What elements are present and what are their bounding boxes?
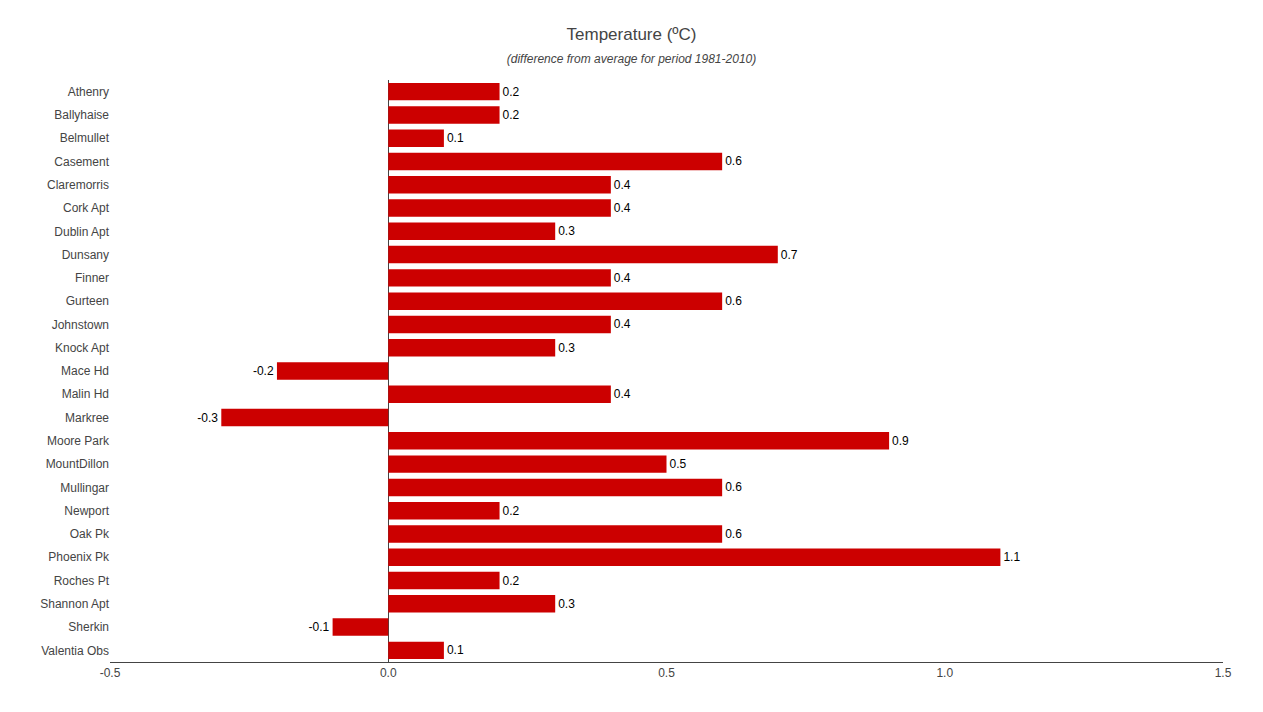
svg-text:0.6: 0.6 — [725, 154, 742, 168]
svg-text:0.3: 0.3 — [558, 224, 575, 238]
svg-text:0.4: 0.4 — [614, 271, 631, 285]
svg-text:0.1: 0.1 — [447, 643, 464, 657]
svg-text:-0.1: -0.1 — [309, 620, 330, 634]
svg-text:0.9: 0.9 — [892, 434, 909, 448]
svg-text:0.6: 0.6 — [725, 480, 742, 494]
svg-text:Mullingar: Mullingar — [60, 481, 109, 495]
svg-text:Sherkin: Sherkin — [68, 620, 109, 634]
svg-text:0.2: 0.2 — [503, 108, 520, 122]
svg-text:0.4: 0.4 — [614, 317, 631, 331]
svg-text:Malin Hd: Malin Hd — [62, 387, 109, 401]
svg-text:MountDillon: MountDillon — [46, 457, 109, 471]
svg-text:-0.3: -0.3 — [197, 411, 218, 425]
svg-text:Dunsany: Dunsany — [62, 248, 109, 262]
svg-text:Casement: Casement — [54, 155, 109, 169]
svg-text:1.1: 1.1 — [1003, 550, 1020, 564]
svg-text:Athenry: Athenry — [68, 85, 109, 99]
svg-text:Temperature (ºC): Temperature (ºC) — [567, 25, 697, 44]
svg-text:Roches Pt: Roches Pt — [54, 574, 110, 588]
svg-text:Johnstown: Johnstown — [52, 318, 109, 332]
svg-text:0.2: 0.2 — [503, 85, 520, 99]
svg-text:Gurteen: Gurteen — [66, 294, 109, 308]
svg-text:0.4: 0.4 — [614, 387, 631, 401]
svg-text:Knock Apt: Knock Apt — [55, 341, 110, 355]
svg-text:0.3: 0.3 — [558, 597, 575, 611]
svg-text:Newport: Newport — [64, 504, 109, 518]
svg-text:Oak Pk: Oak Pk — [70, 527, 110, 541]
svg-text:(difference from average for p: (difference from average for period 1981… — [507, 52, 756, 66]
svg-text:0.0: 0.0 — [380, 666, 397, 680]
svg-text:0.3: 0.3 — [558, 341, 575, 355]
svg-text:Belmullet: Belmullet — [60, 131, 110, 145]
svg-text:Dublin Apt: Dublin Apt — [54, 225, 109, 239]
svg-text:1.0: 1.0 — [936, 666, 953, 680]
svg-text:0.1: 0.1 — [447, 131, 464, 145]
svg-text:Markree: Markree — [65, 411, 109, 425]
svg-text:0.4: 0.4 — [614, 201, 631, 215]
svg-text:Shannon Apt: Shannon Apt — [40, 597, 109, 611]
svg-text:Valentia Obs: Valentia Obs — [41, 644, 109, 658]
svg-text:Ballyhaise: Ballyhaise — [54, 108, 109, 122]
svg-text:Finner: Finner — [75, 271, 109, 285]
svg-text:Mace Hd: Mace Hd — [61, 364, 109, 378]
svg-text:0.5: 0.5 — [658, 666, 675, 680]
svg-text:Cork Apt: Cork Apt — [63, 201, 110, 215]
svg-text:1.5: 1.5 — [1215, 666, 1232, 680]
svg-text:Moore Park: Moore Park — [47, 434, 110, 448]
svg-text:-0.5: -0.5 — [100, 666, 121, 680]
svg-text:0.6: 0.6 — [725, 527, 742, 541]
svg-text:0.2: 0.2 — [503, 574, 520, 588]
svg-text:0.4: 0.4 — [614, 178, 631, 192]
svg-text:0.2: 0.2 — [503, 504, 520, 518]
svg-text:0.5: 0.5 — [670, 457, 687, 471]
svg-text:Phoenix Pk: Phoenix Pk — [48, 550, 110, 564]
svg-text:0.7: 0.7 — [781, 248, 798, 262]
svg-text:0.6: 0.6 — [725, 294, 742, 308]
svg-text:-0.2: -0.2 — [253, 364, 274, 378]
svg-text:Claremorris: Claremorris — [47, 178, 109, 192]
